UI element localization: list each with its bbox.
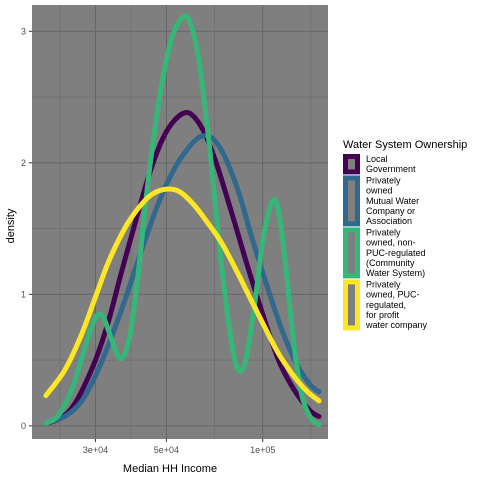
legend-key xyxy=(343,279,360,331)
legend-label-line: PUC-regulated xyxy=(366,248,426,258)
legend-label-line: Privately xyxy=(366,175,401,185)
legend-label-line: water company xyxy=(365,320,428,330)
legend-key xyxy=(343,154,360,175)
legend-key xyxy=(343,175,360,227)
y-tick-label: 2 xyxy=(21,158,26,168)
density-line-series-2 xyxy=(43,133,322,426)
legend-label-line: Privately xyxy=(366,279,401,289)
density-line-series-4 xyxy=(43,186,322,404)
legend-label-line: for profit xyxy=(366,310,400,320)
x-axis: 3e+04 5e+04 1e+05 xyxy=(83,439,275,455)
y-tick-label: 1 xyxy=(21,289,26,299)
density-line-series-3 xyxy=(43,13,322,427)
x-axis-title: Median HH Income xyxy=(123,463,217,475)
legend-label-line: (Community xyxy=(366,258,415,268)
legend-label-line: owned, non- xyxy=(366,238,416,248)
legend-label-line: Government xyxy=(366,164,416,174)
legend-label-line: Company or xyxy=(366,206,415,216)
legend-title: Water System Ownership xyxy=(343,139,467,151)
legend-label-line: Privately xyxy=(366,227,401,237)
y-axis: 0 1 2 3 xyxy=(21,26,32,431)
legend-label-line: Association xyxy=(366,216,412,226)
x-tick-label: 3e+04 xyxy=(83,445,108,455)
y-axis-title: density xyxy=(5,208,17,243)
legend-label-line: regulated, xyxy=(366,300,406,310)
legend: Water System Ownership LocalGovernmentPr… xyxy=(343,139,467,331)
legend-label-line: Water System) xyxy=(366,268,425,278)
x-tick-label: 5e+04 xyxy=(154,445,179,455)
y-tick-label: 0 xyxy=(21,421,26,431)
legend-key xyxy=(343,227,360,279)
legend-label-line: owned, PUC- xyxy=(366,290,420,300)
x-tick-label: 1e+05 xyxy=(250,445,275,455)
y-tick-label: 3 xyxy=(21,26,26,36)
legend-label-line: Mutual Water xyxy=(366,196,419,206)
legend-label-line: owned xyxy=(366,186,393,196)
density-lines xyxy=(43,13,322,427)
legend-label-line: Local xyxy=(366,154,388,164)
